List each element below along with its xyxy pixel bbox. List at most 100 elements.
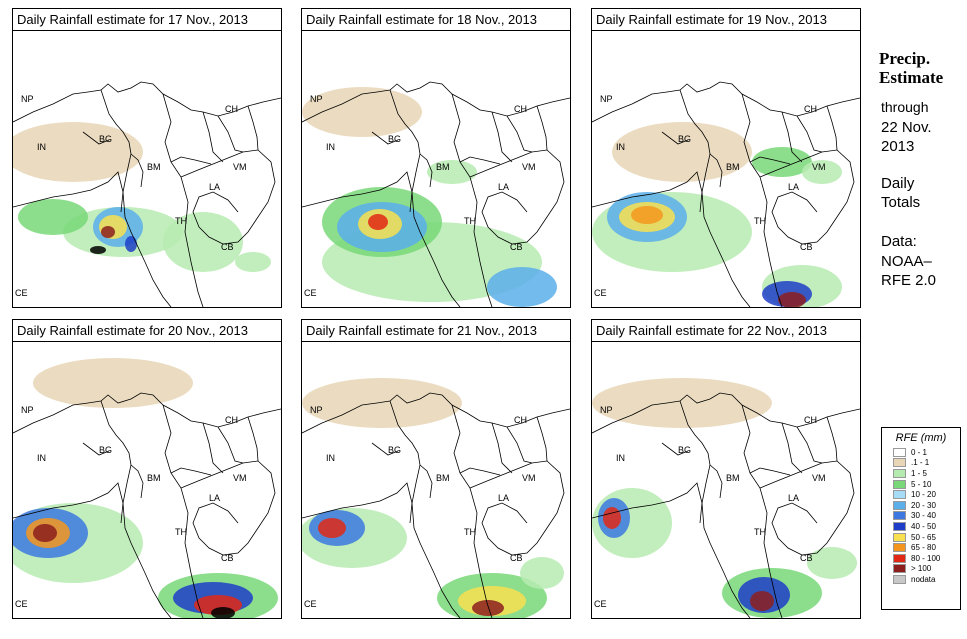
country-border xyxy=(217,426,244,464)
country-label-la: LA xyxy=(209,493,220,503)
legend-swatch xyxy=(893,543,906,553)
country-label-vm: VM xyxy=(522,162,536,172)
sidebar-daily: Daily xyxy=(881,175,915,192)
legend-swatch xyxy=(893,511,906,521)
country-label-np: NP xyxy=(21,405,34,415)
legend-label: 1 - 5 xyxy=(911,468,928,478)
sidebar-data-label: Data: xyxy=(881,233,917,250)
country-label-th: TH xyxy=(175,527,187,537)
map-panel-17-nov: Daily Rainfall estimate for 17 Nov., 201… xyxy=(12,8,282,308)
legend-item: .1 - 1 xyxy=(893,458,960,469)
country-label-bm: BM xyxy=(436,473,450,483)
country-label-ch: CH xyxy=(225,415,238,425)
country-label-bg: BG xyxy=(99,445,112,455)
legend-item: 1 - 5 xyxy=(893,468,960,479)
country-label-th: TH xyxy=(464,527,476,537)
rainfall-area xyxy=(18,199,88,235)
country-label-bm: BM xyxy=(726,473,740,483)
country-label-la: LA xyxy=(498,182,509,192)
rainfall-area xyxy=(33,524,57,542)
country-border xyxy=(826,105,838,151)
country-label-ch: CH xyxy=(514,104,527,114)
country-border xyxy=(661,442,689,456)
rainfall-area xyxy=(302,378,462,428)
legend-label: 50 - 65 xyxy=(911,532,936,542)
panel-title: Daily Rainfall estimate for 22 Nov., 201… xyxy=(592,320,860,342)
country-border xyxy=(709,153,723,188)
map-panel-19-nov: Daily Rainfall estimate for 19 Nov., 201… xyxy=(591,8,861,308)
legend-item: 0 - 1 xyxy=(893,447,960,458)
country-border xyxy=(130,464,144,499)
country-label-bm: BM xyxy=(436,162,450,172)
country-border xyxy=(741,93,783,307)
country-border xyxy=(536,416,548,462)
panel-title: Daily Rainfall estimate for 18 Nov., 201… xyxy=(302,9,570,31)
country-label-ce: CE xyxy=(594,599,607,609)
rainfall-area xyxy=(520,557,564,589)
country-label-bm: BM xyxy=(147,162,161,172)
legend-item: 50 - 65 xyxy=(893,532,960,543)
legend-swatch xyxy=(893,532,906,542)
map-panel-20-nov: Daily Rainfall estimate for 20 Nov., 201… xyxy=(12,319,282,619)
legend-item: 40 - 50 xyxy=(893,521,960,532)
rainfall-map: NP CH IN BG BM VM LA TH CB CE xyxy=(592,81,860,307)
map-panel-22-nov: Daily Rainfall estimate for 22 Nov., 201… xyxy=(591,319,861,619)
country-border xyxy=(481,502,528,556)
rainfall-area xyxy=(125,236,137,252)
country-label-np: NP xyxy=(310,94,323,104)
legend-label: .1 - 1 xyxy=(911,458,930,468)
rainfall-area xyxy=(163,212,243,272)
country-border xyxy=(100,400,132,524)
country-border xyxy=(749,156,791,165)
country-label-ce: CE xyxy=(594,288,607,298)
legend-item: 5 - 10 xyxy=(893,479,960,490)
country-border xyxy=(371,442,399,456)
country-border xyxy=(202,422,224,474)
country-border xyxy=(302,392,570,434)
country-label-np: NP xyxy=(310,405,323,415)
country-border xyxy=(13,81,281,123)
country-label-in: IN xyxy=(326,142,335,152)
country-label-ce: CE xyxy=(304,599,317,609)
country-border xyxy=(796,115,823,153)
country-border xyxy=(679,400,711,524)
rainfall-map: NP CH IN BG BM VM LA TH CB CE xyxy=(13,81,281,307)
rainfall-area xyxy=(802,160,842,184)
legend-item: 80 - 100 xyxy=(893,553,960,564)
country-label-bg: BG xyxy=(678,134,691,144)
legend-label: > 100 xyxy=(911,564,932,574)
country-border xyxy=(371,131,399,145)
legend-label: 80 - 100 xyxy=(911,553,941,563)
country-border xyxy=(82,442,110,456)
rainfall-area xyxy=(750,591,774,611)
legend-label: 30 - 40 xyxy=(911,511,936,521)
country-border xyxy=(180,149,276,245)
country-border xyxy=(170,156,212,165)
country-label-np: NP xyxy=(21,94,34,104)
country-label-in: IN xyxy=(616,453,625,463)
country-label-in: IN xyxy=(616,142,625,152)
country-label-ch: CH xyxy=(514,415,527,425)
country-border xyxy=(661,131,689,145)
rainfall-map: NP CH IN BG BM VM LA TH CB CE xyxy=(302,81,570,307)
country-border xyxy=(679,89,711,213)
rainfall-map: NP CH IN BG BM VM LA TH CB CE xyxy=(302,378,570,618)
rainfall-area xyxy=(302,87,422,137)
sidebar-data-source: NOAA– xyxy=(881,253,932,270)
panel-title: Daily Rainfall estimate for 17 Nov., 201… xyxy=(13,9,281,31)
country-label-vm: VM xyxy=(233,162,247,172)
rainfall-area xyxy=(603,507,621,529)
country-label-ce: CE xyxy=(304,288,317,298)
country-label-cb: CB xyxy=(800,553,813,563)
country-label-cb: CB xyxy=(221,242,234,252)
country-border xyxy=(781,422,803,474)
country-label-ch: CH xyxy=(225,104,238,114)
country-border xyxy=(592,392,860,434)
legend-label: 20 - 30 xyxy=(911,500,936,510)
country-label-th: TH xyxy=(754,216,766,226)
country-label-vm: VM xyxy=(812,162,826,172)
legend-swatch xyxy=(893,521,906,531)
country-label-th: TH xyxy=(754,527,766,537)
legend-label: 10 - 20 xyxy=(911,490,936,500)
